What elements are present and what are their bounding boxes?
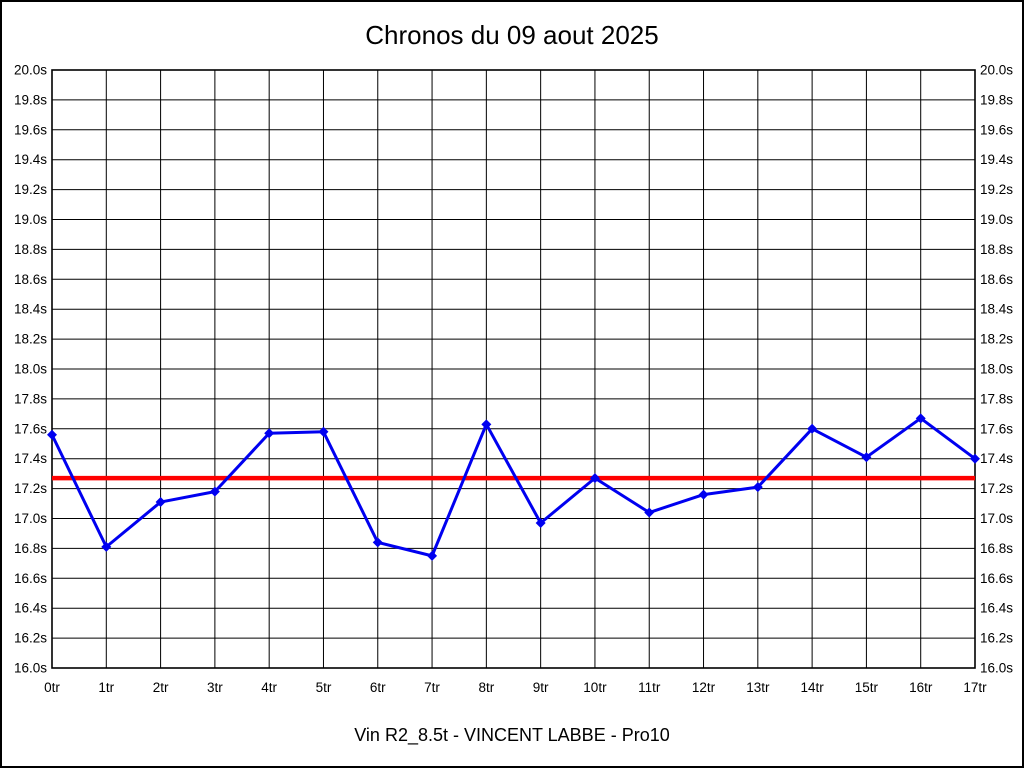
chrono-series-line bbox=[50, 416, 976, 558]
x-tick-label: 2tr bbox=[153, 680, 169, 695]
data-point-marker bbox=[698, 489, 709, 500]
y-tick-label-left: 18.4s bbox=[14, 302, 47, 317]
y-tick-label-left: 19.8s bbox=[14, 92, 47, 107]
y-tick-label-left: 17.6s bbox=[14, 421, 47, 436]
y-tick-label-left: 19.0s bbox=[14, 212, 47, 227]
y-tick-label-right: 18.6s bbox=[980, 272, 1013, 287]
y-tick-label-right: 19.2s bbox=[980, 182, 1013, 197]
x-tick-label: 8tr bbox=[478, 680, 494, 695]
x-tick-label: 13tr bbox=[746, 680, 770, 695]
y-tick-label-right: 18.8s bbox=[980, 242, 1013, 257]
y-tick-label-left: 18.8s bbox=[14, 242, 47, 257]
y-tick-label-right: 18.0s bbox=[980, 362, 1013, 377]
data-point-marker bbox=[427, 550, 438, 561]
x-tick-label: 5tr bbox=[316, 680, 332, 695]
y-tick-label-right: 18.4s bbox=[980, 302, 1013, 317]
y-tick-label-left: 16.8s bbox=[14, 541, 47, 556]
y-tick-label-left: 19.4s bbox=[14, 152, 47, 167]
data-point-marker bbox=[47, 429, 57, 440]
y-tick-label-left: 17.2s bbox=[14, 481, 47, 496]
y-tick-label-right: 17.8s bbox=[980, 391, 1013, 406]
data-point-marker bbox=[752, 482, 763, 493]
y-tick-label-left: 17.4s bbox=[14, 451, 47, 466]
data-point-marker bbox=[915, 413, 926, 424]
y-tick-label-left: 19.6s bbox=[14, 122, 47, 137]
x-tick-label: 10tr bbox=[583, 680, 607, 695]
y-tick-label-right: 16.2s bbox=[980, 631, 1013, 646]
y-tick-label-right: 17.2s bbox=[980, 481, 1013, 496]
data-point-marker bbox=[318, 426, 329, 437]
data-point-marker bbox=[481, 419, 492, 430]
y-tick-label-right: 17.0s bbox=[980, 511, 1013, 526]
x-tick-label: 16tr bbox=[909, 680, 933, 695]
y-tick-label-left: 16.6s bbox=[14, 571, 47, 586]
data-point-marker bbox=[644, 507, 655, 518]
x-tick-label: 11tr bbox=[638, 680, 661, 695]
y-tick-label-left: 18.2s bbox=[14, 332, 47, 347]
x-tick-label: 9tr bbox=[533, 680, 549, 695]
chart-title: Chronos du 09 aout 2025 bbox=[365, 20, 659, 50]
x-tick-label: 17tr bbox=[963, 680, 987, 695]
y-tick-label-left: 19.2s bbox=[14, 182, 47, 197]
y-tick-label-right: 16.8s bbox=[980, 541, 1013, 556]
y-tick-label-left: 17.8s bbox=[14, 391, 47, 406]
y-tick-label-left: 16.2s bbox=[14, 631, 47, 646]
x-tick-label: 12tr bbox=[692, 680, 716, 695]
data-point-marker bbox=[264, 428, 275, 439]
y-tick-label-right: 16.0s bbox=[980, 661, 1013, 676]
data-point-marker bbox=[589, 473, 600, 484]
y-tick-label-right: 19.0s bbox=[980, 212, 1013, 227]
y-tick-label-right: 16.6s bbox=[980, 571, 1013, 586]
x-tick-label: 4tr bbox=[261, 680, 277, 695]
x-tick-label: 14tr bbox=[800, 680, 824, 695]
data-point-marker bbox=[101, 541, 112, 552]
chart-caption: Vin R2_8.5t - VINCENT LABBE - Pro10 bbox=[354, 725, 670, 745]
data-point-marker bbox=[155, 497, 166, 508]
y-tick-label-left: 16.4s bbox=[14, 601, 47, 616]
y-tick-label-right: 19.4s bbox=[980, 152, 1013, 167]
y-tick-label-right: 16.4s bbox=[980, 601, 1013, 616]
y-tick-label-right: 17.6s bbox=[980, 421, 1013, 436]
data-point-marker bbox=[209, 486, 220, 497]
x-tick-label: 15tr bbox=[855, 680, 879, 695]
data-point-marker bbox=[970, 453, 980, 464]
y-tick-label-right: 17.4s bbox=[980, 451, 1013, 466]
data-point-marker bbox=[807, 423, 818, 434]
y-tick-label-left: 17.0s bbox=[14, 511, 47, 526]
y-tick-label-right: 19.8s bbox=[980, 92, 1013, 107]
y-tick-label-left: 18.0s bbox=[14, 362, 47, 377]
y-tick-label-left: 16.0s bbox=[14, 661, 47, 676]
plot-border bbox=[51, 69, 976, 669]
x-tick-label: 1tr bbox=[98, 680, 114, 695]
y-tick-label-right: 20.0s bbox=[980, 63, 1013, 78]
x-tick-label: 7tr bbox=[424, 680, 440, 695]
x-tick-label: 3tr bbox=[207, 680, 223, 695]
x-tick-label: 6tr bbox=[370, 680, 386, 695]
y-tick-label-left: 20.0s bbox=[14, 63, 47, 78]
data-point-marker bbox=[535, 517, 546, 528]
data-point-marker bbox=[372, 537, 383, 548]
data-point-marker bbox=[861, 452, 872, 463]
x-tick-label: 0tr bbox=[44, 680, 60, 695]
y-tick-label-right: 19.6s bbox=[980, 122, 1013, 137]
y-tick-label-left: 18.6s bbox=[14, 272, 47, 287]
y-tick-label-right: 18.2s bbox=[980, 332, 1013, 347]
